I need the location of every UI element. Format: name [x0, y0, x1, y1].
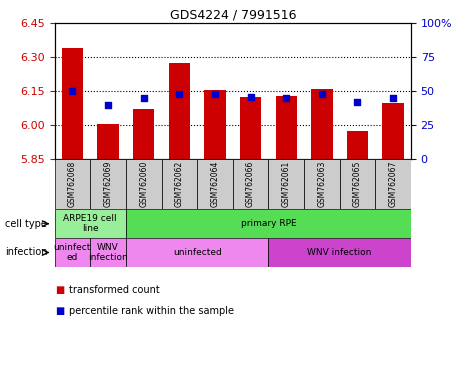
- Bar: [268, 238, 411, 267]
- Bar: [347, 131, 368, 159]
- Text: uninfected: uninfected: [173, 248, 221, 257]
- Text: percentile rank within the sample: percentile rank within the sample: [69, 306, 234, 316]
- Point: [211, 91, 218, 97]
- Bar: [126, 159, 162, 209]
- Point: [353, 99, 361, 105]
- Bar: [162, 159, 197, 209]
- Text: ARPE19 cell
line: ARPE19 cell line: [64, 214, 117, 233]
- Point: [318, 91, 326, 97]
- Point: [68, 88, 76, 94]
- Bar: [55, 159, 90, 209]
- Text: uninfect
ed: uninfect ed: [54, 243, 91, 262]
- Bar: [304, 159, 340, 209]
- Bar: [55, 209, 126, 238]
- Text: transformed count: transformed count: [69, 285, 160, 295]
- Text: GSM762063: GSM762063: [317, 161, 326, 207]
- Title: GDS4224 / 7991516: GDS4224 / 7991516: [170, 9, 296, 22]
- Bar: [169, 63, 190, 159]
- Text: primary RPE: primary RPE: [240, 219, 296, 228]
- Text: GSM762067: GSM762067: [389, 161, 398, 207]
- Bar: [204, 90, 226, 159]
- Bar: [62, 48, 83, 159]
- Point: [390, 95, 397, 101]
- Text: GSM762068: GSM762068: [68, 161, 77, 207]
- Bar: [133, 109, 154, 159]
- Bar: [90, 238, 126, 267]
- Point: [176, 91, 183, 97]
- Text: GSM762069: GSM762069: [104, 161, 113, 207]
- Text: WNV
infection: WNV infection: [88, 243, 128, 262]
- Point: [104, 102, 112, 108]
- Text: GSM762061: GSM762061: [282, 161, 291, 207]
- Text: GSM762062: GSM762062: [175, 161, 184, 207]
- Text: cell type: cell type: [5, 218, 47, 229]
- Text: infection: infection: [5, 247, 47, 258]
- Bar: [276, 96, 297, 159]
- Text: ■: ■: [55, 285, 64, 295]
- Bar: [55, 238, 90, 267]
- Text: GSM762065: GSM762065: [353, 161, 362, 207]
- Text: ■: ■: [55, 306, 64, 316]
- Bar: [375, 159, 411, 209]
- Bar: [340, 159, 375, 209]
- Text: GSM762060: GSM762060: [139, 161, 148, 207]
- Text: GSM762066: GSM762066: [246, 161, 255, 207]
- Bar: [382, 103, 404, 159]
- Bar: [268, 159, 304, 209]
- Bar: [197, 159, 233, 209]
- Point: [140, 95, 147, 101]
- Bar: [233, 159, 268, 209]
- Bar: [311, 89, 332, 159]
- Bar: [126, 209, 411, 238]
- Bar: [97, 124, 119, 159]
- Bar: [90, 159, 126, 209]
- Text: GSM762064: GSM762064: [210, 161, 219, 207]
- Text: WNV infection: WNV infection: [307, 248, 372, 257]
- Bar: [240, 97, 261, 159]
- Bar: [126, 238, 268, 267]
- Point: [282, 95, 290, 101]
- Point: [247, 94, 255, 100]
